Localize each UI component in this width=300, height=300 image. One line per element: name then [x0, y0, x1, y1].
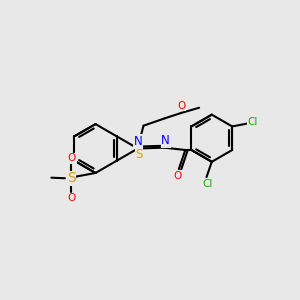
- Text: Cl: Cl: [203, 178, 213, 189]
- Text: O: O: [68, 153, 76, 163]
- Text: S: S: [135, 148, 143, 161]
- Text: O: O: [178, 101, 186, 111]
- Text: N: N: [161, 134, 170, 147]
- Text: Cl: Cl: [248, 117, 258, 127]
- Text: S: S: [67, 171, 76, 185]
- Text: O: O: [68, 193, 76, 203]
- Text: O: O: [173, 171, 182, 181]
- Text: N: N: [134, 135, 142, 148]
